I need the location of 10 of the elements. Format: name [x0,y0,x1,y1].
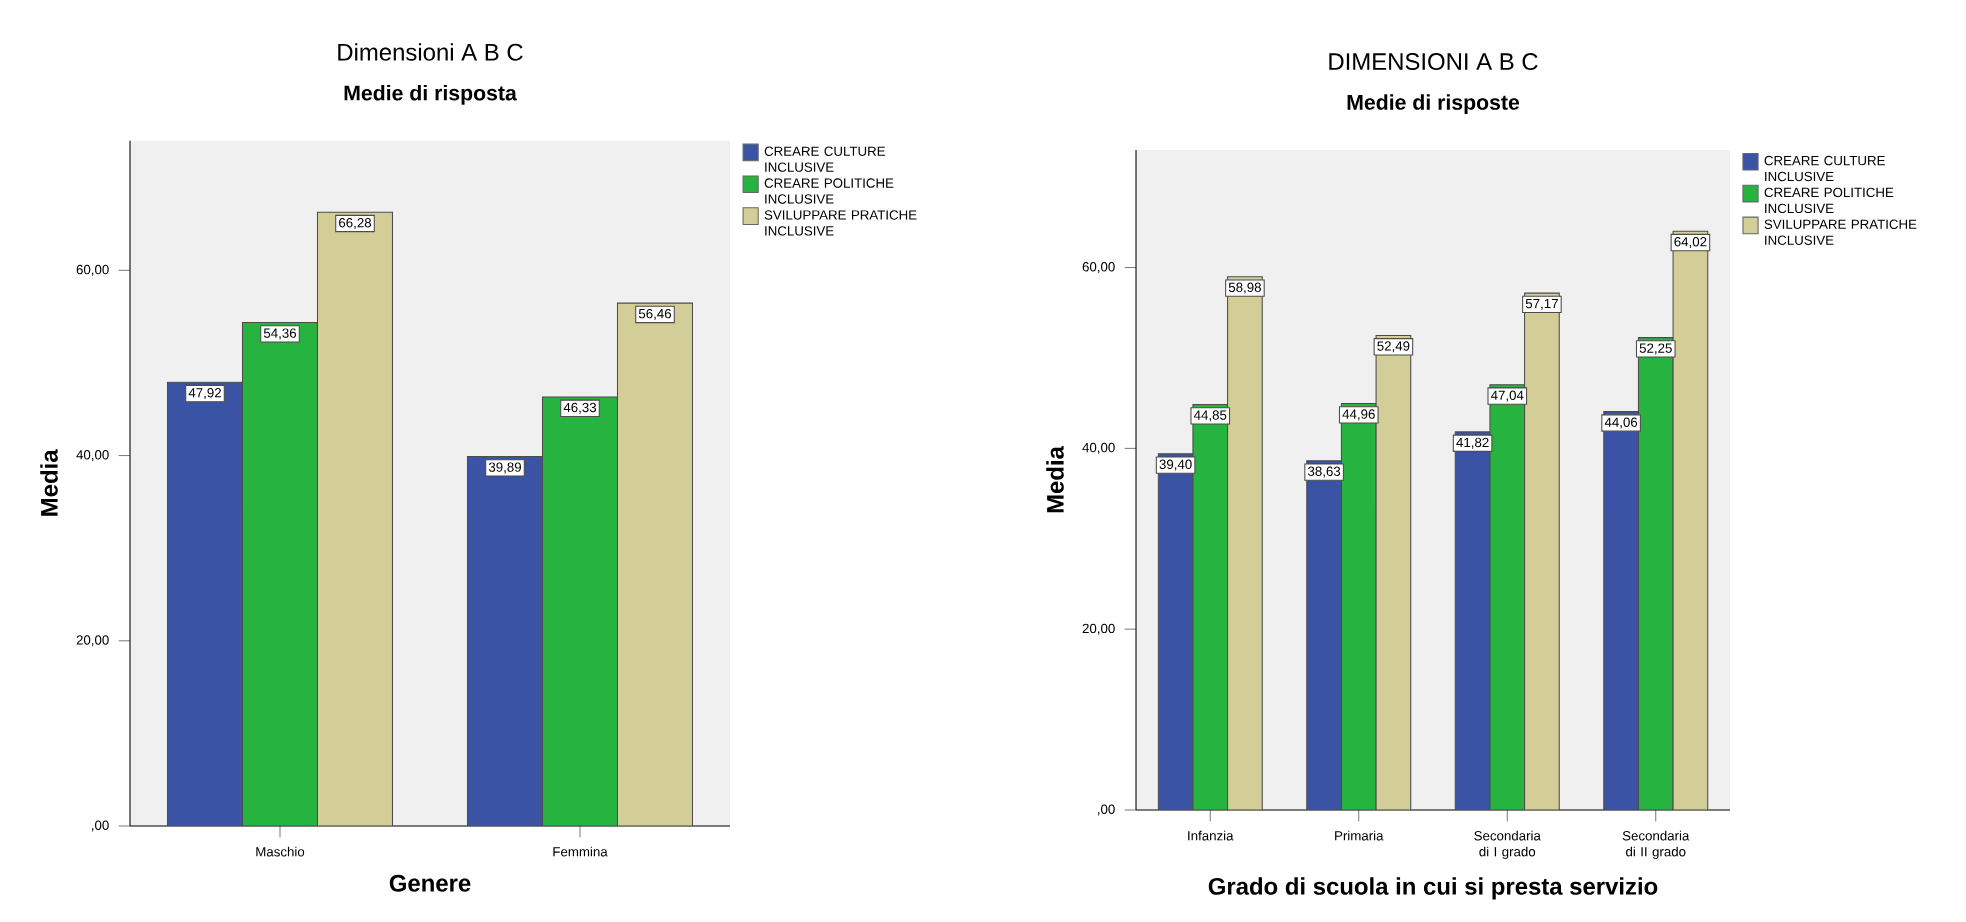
y-axis-title: Media [40,449,58,516]
y-axis-title: Media [1046,445,1064,513]
chart-subtitle: Medie di risposta [344,84,517,105]
chart-title: Dimensioni A B C [338,43,523,61]
x-axis-title: Genere [389,874,471,892]
bar [616,302,694,826]
chart-title: DIMENSIONI A B C [1329,53,1538,71]
chart-subtitle: Medie di risposte [1347,94,1520,115]
bar [316,211,394,826]
x-axis-title: Grado di scuola in cui si presta servizio [1208,877,1658,900]
